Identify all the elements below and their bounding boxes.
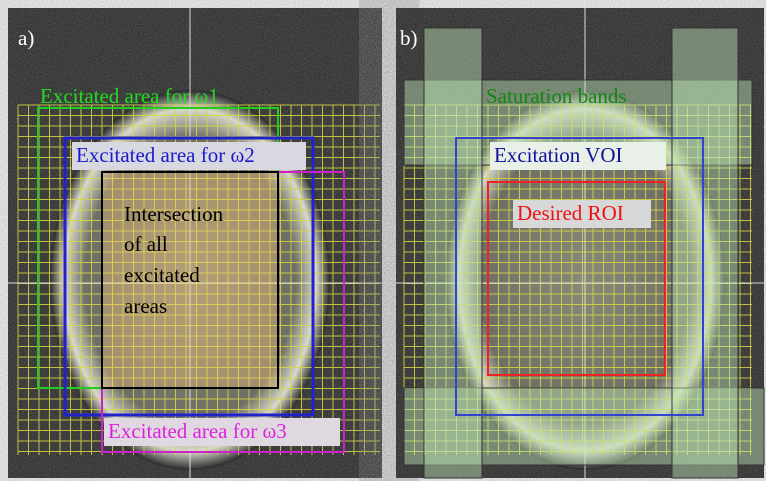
label-omega2: Excitated area for ω2 [76, 143, 255, 167]
label-intersection: Intersection [124, 202, 224, 226]
label-intersection: areas [124, 294, 167, 318]
panel-label: a) [18, 26, 34, 50]
panel-label: b) [400, 26, 418, 50]
label-saturation: Saturation bands [486, 84, 627, 108]
label-intersection: excitated [124, 263, 200, 287]
label-omega1: Excitated area for ω1 [40, 84, 219, 108]
band [672, 28, 738, 478]
label-omega3: Excitated area for ω3 [108, 419, 287, 443]
label-intersection: of all [124, 232, 168, 256]
figure: a) Excitated area for ω1 Excitated area … [0, 0, 766, 481]
label-roi: Desired ROI [517, 201, 624, 225]
panel-a: a) Excitated area for ω1 Excitated area … [8, 8, 382, 478]
band [424, 28, 482, 478]
panel-b: b) Saturation bands Excitation VOI Desir… [396, 8, 764, 478]
label-voi: Excitation VOI [494, 143, 623, 167]
